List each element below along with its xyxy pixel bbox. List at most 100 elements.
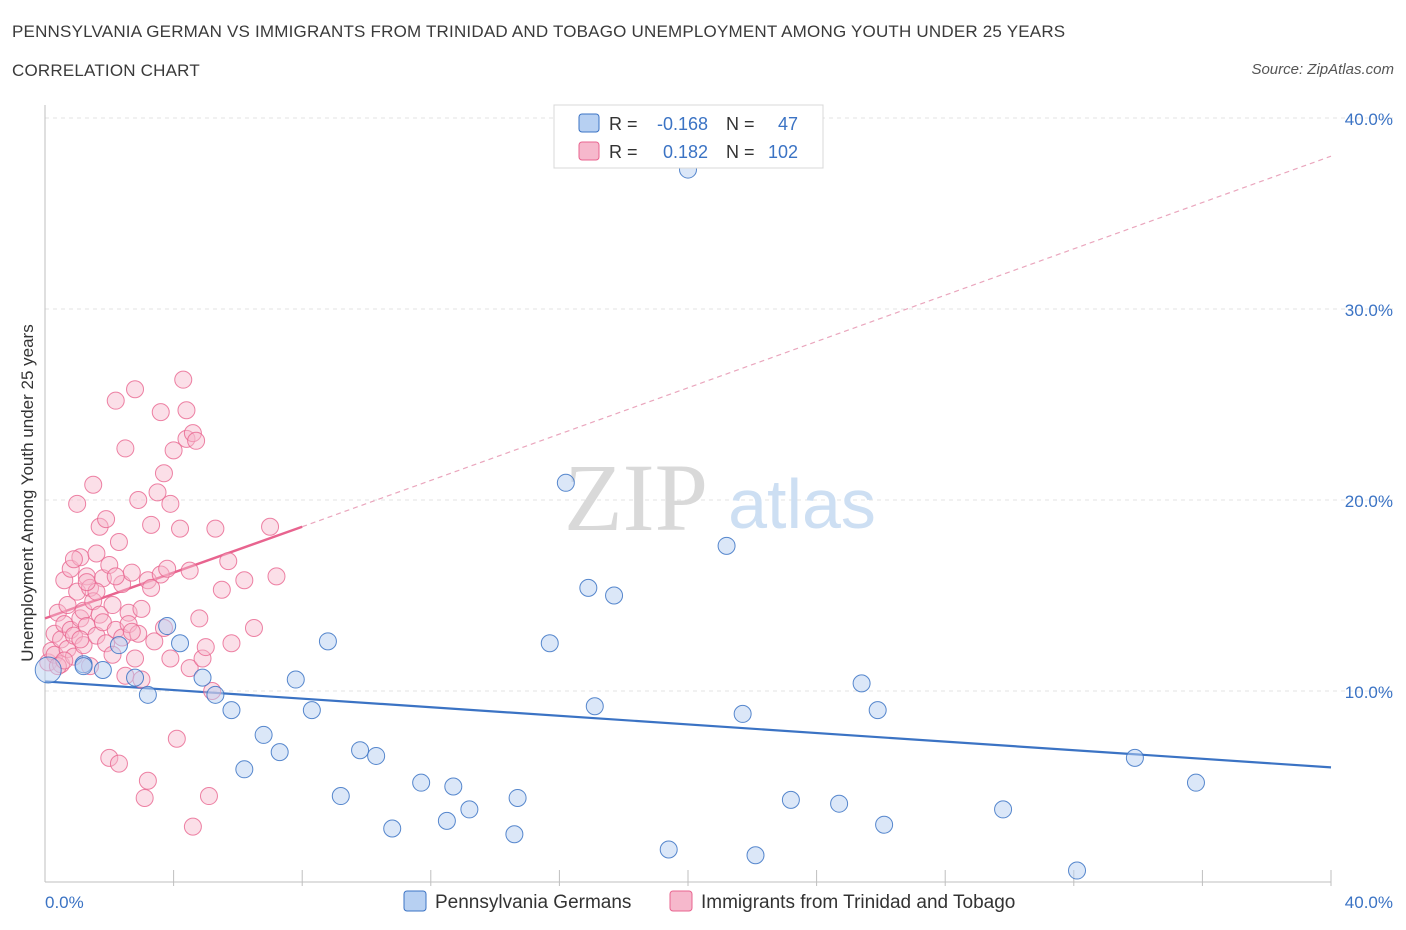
data-point-trinidad (129, 624, 148, 643)
data-point-trinidad (87, 582, 106, 601)
series-immigrants-trinidad-points (39, 370, 286, 836)
data-point-trinidad (106, 391, 125, 410)
data-point-trinidad (103, 596, 122, 615)
data-point-pennsylvania-germans (852, 674, 871, 693)
data-point-pennsylvania-germans (318, 632, 337, 651)
data-point-pennsylvania-germans (206, 685, 225, 704)
legend-r-label-2: R = (609, 142, 638, 162)
data-point-pennsylvania-germans (868, 701, 887, 720)
data-point-pennsylvania-germans (875, 815, 894, 834)
data-point-trinidad (74, 636, 93, 655)
legend-n-value-2: 102 (768, 142, 798, 162)
data-point-pennsylvania-germans (351, 741, 370, 760)
data-point-trinidad (64, 550, 83, 569)
x-tick-label-max: 40.0% (1345, 893, 1393, 912)
data-point-trinidad (142, 578, 161, 597)
legend-n-label-2: N = (726, 142, 755, 162)
trend-line-trinidad-extended (301, 155, 1332, 528)
data-point-trinidad (126, 380, 145, 399)
data-point-trinidad (87, 544, 106, 563)
data-point-trinidad (154, 464, 173, 483)
data-point-trinidad (122, 563, 141, 582)
legend-n-value-1: 47 (778, 114, 798, 134)
y-tick-label-10: 10.0% (1345, 683, 1393, 702)
data-point-pennsylvania-germans (383, 819, 402, 838)
data-point-pennsylvania-germans (556, 473, 575, 492)
data-point-trinidad (135, 788, 154, 807)
data-point-trinidad (148, 483, 167, 502)
data-point-trinidad (187, 431, 206, 450)
data-point-trinidad (196, 638, 215, 657)
data-point-trinidad (132, 599, 151, 618)
data-point-trinidad (174, 370, 193, 389)
data-point-trinidad (244, 618, 263, 637)
data-point-trinidad (122, 622, 141, 641)
data-point-pennsylvania-germans (508, 788, 527, 807)
data-point-trinidad (48, 603, 67, 622)
data-point-trinidad (161, 649, 180, 668)
data-point-trinidad (100, 748, 119, 767)
data-point-trinidad (199, 787, 218, 806)
data-point-trinidad (100, 555, 119, 574)
series-pennsylvania-germans-points (34, 160, 1205, 880)
data-point-pennsylvania-germans (331, 787, 350, 806)
data-point-pennsylvania-germans (412, 773, 431, 792)
data-point-trinidad (126, 649, 145, 668)
data-point-trinidad (235, 571, 254, 590)
data-point-trinidad (158, 559, 177, 578)
data-point-trinidad (77, 573, 96, 592)
data-point-trinidad (138, 771, 157, 790)
chart-subtitle: CORRELATION CHART (12, 61, 200, 80)
data-point-pennsylvania-germans (579, 578, 598, 597)
source-label: Source: ZipAtlas.com (1251, 61, 1394, 78)
data-point-trinidad (180, 561, 199, 580)
y-axis-title: Unemployment Among Youth under 25 years (18, 324, 37, 661)
data-point-trinidad (219, 552, 238, 571)
data-point-trinidad (61, 559, 80, 578)
data-point-pennsylvania-germans (505, 825, 524, 844)
legend-r-value-1: -0.168 (657, 114, 708, 134)
x-axis-ticks (173, 870, 1332, 886)
bottom-legend-label-2: Immigrants from Trinidad and Tobago (701, 892, 1015, 913)
watermark-zip: ZIP (564, 444, 708, 551)
legend-r-value-2: 0.182 (663, 142, 708, 162)
data-point-pennsylvania-germans (367, 746, 386, 765)
data-point-pennsylvania-germans (659, 840, 678, 859)
data-point-trinidad (206, 519, 225, 538)
data-point-trinidad (55, 571, 74, 590)
data-point-pennsylvania-germans (717, 536, 736, 555)
data-point-trinidad (116, 439, 135, 458)
data-point-trinidad (77, 567, 96, 586)
trend-line-pennsylvania-germans (44, 680, 1332, 769)
data-point-trinidad (164, 441, 183, 460)
watermark-atlas: atlas (728, 465, 876, 543)
data-point-trinidad (167, 729, 186, 748)
data-point-trinidad (190, 609, 209, 628)
data-point-pennsylvania-germans (540, 634, 559, 653)
data-point-trinidad (84, 475, 103, 494)
legend-swatch-pink (578, 141, 600, 161)
bottom-legend-label-1: Pennsylvania Germans (435, 892, 631, 913)
chart-title: PENNSYLVANIA GERMAN VS IMMIGRANTS FROM T… (12, 22, 1066, 41)
data-point-pennsylvania-germans (437, 811, 456, 830)
data-point-pennsylvania-germans (270, 743, 289, 762)
data-point-pennsylvania-germans (444, 777, 463, 796)
legend-swatch-blue (578, 113, 600, 133)
data-point-pennsylvania-germans (34, 656, 62, 684)
x-tick-label-min: 0.0% (45, 893, 84, 912)
data-point-pennsylvania-germans (830, 794, 849, 813)
data-point-pennsylvania-germans (138, 685, 157, 704)
data-point-pennsylvania-germans (193, 668, 212, 687)
data-point-pennsylvania-germans (171, 634, 190, 653)
data-point-pennsylvania-germans (1068, 861, 1087, 880)
legend-r-label-1: R = (609, 114, 638, 134)
data-point-pennsylvania-germans (460, 800, 479, 819)
data-point-trinidad (90, 517, 109, 536)
data-point-trinidad (113, 575, 132, 594)
data-point-pennsylvania-germans (746, 846, 765, 865)
bottom-legend-swatch-pink (669, 890, 693, 912)
data-point-trinidad (71, 630, 90, 649)
data-point-pennsylvania-germans (254, 725, 273, 744)
gridlines (45, 117, 1393, 692)
